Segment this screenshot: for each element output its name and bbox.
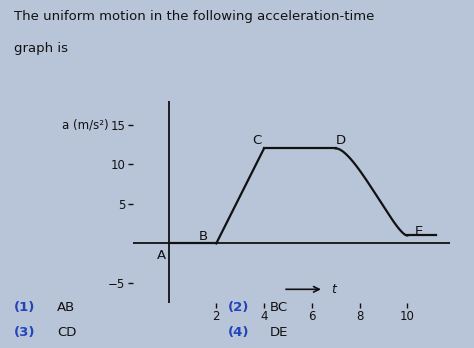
Text: BC: BC xyxy=(270,301,288,315)
Text: (4): (4) xyxy=(228,326,249,339)
Text: E: E xyxy=(415,225,423,238)
Text: The uniform motion in the following acceleration-time: The uniform motion in the following acce… xyxy=(14,10,374,23)
Text: t: t xyxy=(331,283,336,296)
Text: B: B xyxy=(199,230,208,243)
Text: (3): (3) xyxy=(14,326,36,339)
Text: DE: DE xyxy=(270,326,289,339)
Text: a (m/s²): a (m/s²) xyxy=(62,118,108,131)
Text: A: A xyxy=(157,249,166,262)
Text: CD: CD xyxy=(57,326,76,339)
Text: AB: AB xyxy=(57,301,75,315)
Text: (2): (2) xyxy=(228,301,249,315)
Text: graph is: graph is xyxy=(14,42,68,55)
Text: D: D xyxy=(336,134,346,147)
Text: C: C xyxy=(252,134,262,147)
Text: (1): (1) xyxy=(14,301,36,315)
